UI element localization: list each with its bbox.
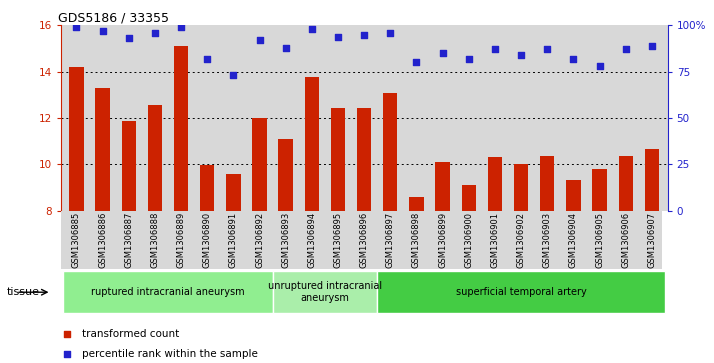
Point (149, 30, 161, 36)
Text: GSM1306894: GSM1306894 (307, 212, 316, 268)
Point (61, 351, 73, 357)
Text: GSM1306904: GSM1306904 (569, 212, 578, 268)
Text: GSM1306897: GSM1306897 (386, 212, 395, 268)
Point (516, 52, 527, 58)
Bar (252, 118, 267, 211)
Point (97, 28, 109, 34)
Text: GSM1306895: GSM1306895 (333, 212, 343, 268)
Text: GSM1306893: GSM1306893 (281, 212, 290, 268)
Bar (436, 162, 450, 211)
Text: GSM1306902: GSM1306902 (517, 212, 526, 268)
Text: GSM1306896: GSM1306896 (360, 212, 368, 268)
Point (620, 46, 631, 52)
Bar (357, 107, 371, 211)
Point (358, 32, 370, 38)
FancyBboxPatch shape (64, 271, 273, 313)
Point (201, 56, 213, 62)
Text: ruptured intracranial aneurysm: ruptured intracranial aneurysm (91, 287, 245, 297)
Point (332, 34, 343, 40)
Bar (383, 93, 398, 211)
Bar (200, 166, 214, 211)
Bar (409, 197, 423, 211)
Text: GDS5186 / 33355: GDS5186 / 33355 (58, 11, 169, 24)
Text: superficial temporal artery: superficial temporal artery (456, 287, 586, 297)
Point (176, 24, 187, 30)
Bar (488, 157, 502, 211)
Point (594, 63, 605, 69)
Point (541, 46, 553, 52)
Text: GSM1306890: GSM1306890 (203, 212, 211, 268)
Text: GSM1306886: GSM1306886 (98, 212, 107, 268)
Text: transformed count: transformed count (82, 329, 179, 339)
Bar (618, 156, 633, 211)
Point (61, 331, 73, 337)
Text: GSM1306900: GSM1306900 (464, 212, 473, 268)
Text: GSM1306906: GSM1306906 (621, 212, 630, 268)
Bar (226, 174, 241, 211)
Bar (278, 139, 293, 211)
Point (306, 26, 318, 32)
Point (71, 24, 82, 30)
Bar (566, 180, 580, 211)
Point (385, 30, 396, 36)
Point (228, 73, 239, 78)
Point (646, 43, 658, 49)
Point (437, 50, 448, 56)
Text: GSM1306887: GSM1306887 (124, 212, 134, 268)
Point (253, 37, 265, 43)
Point (123, 36, 134, 41)
Text: GSM1306901: GSM1306901 (491, 212, 499, 268)
Text: percentile rank within the sample: percentile rank within the sample (82, 349, 258, 359)
Bar (645, 149, 659, 211)
Text: GSM1306907: GSM1306907 (648, 212, 656, 268)
FancyBboxPatch shape (273, 271, 377, 313)
FancyBboxPatch shape (377, 271, 665, 313)
Text: GSM1306899: GSM1306899 (438, 212, 447, 268)
Bar (69, 67, 84, 211)
Point (489, 46, 501, 52)
Text: GSM1306888: GSM1306888 (151, 212, 159, 268)
Text: GSM1306905: GSM1306905 (595, 212, 604, 268)
Bar (540, 156, 555, 211)
Bar (305, 77, 319, 211)
Bar (514, 164, 528, 211)
Point (411, 60, 422, 65)
Text: GSM1306892: GSM1306892 (255, 212, 264, 268)
Point (280, 45, 291, 50)
Bar (461, 185, 476, 211)
Text: tissue: tissue (7, 287, 40, 297)
Text: GSM1306889: GSM1306889 (176, 212, 186, 268)
Bar (593, 169, 607, 211)
Text: GSM1306891: GSM1306891 (229, 212, 238, 268)
Bar (331, 107, 345, 211)
Text: unruptured intracranial
aneurysm: unruptured intracranial aneurysm (268, 281, 382, 303)
Text: GSM1306885: GSM1306885 (72, 212, 81, 268)
Bar (121, 122, 136, 211)
Bar (96, 88, 110, 211)
Bar (174, 46, 188, 211)
Point (463, 56, 475, 62)
Text: GSM1306898: GSM1306898 (412, 212, 421, 268)
Bar (148, 105, 162, 211)
Text: GSM1306903: GSM1306903 (543, 212, 552, 268)
Point (568, 56, 579, 62)
